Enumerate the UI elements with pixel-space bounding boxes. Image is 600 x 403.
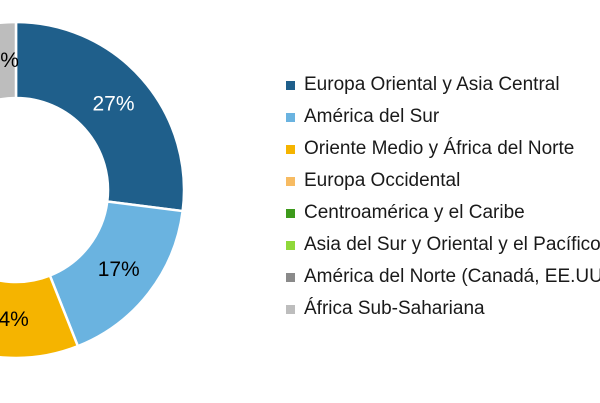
legend-swatch	[286, 304, 295, 314]
legend-item: América del Norte (Canadá, EE.UU.)	[286, 261, 600, 293]
donut-slice-2	[0, 273, 80, 360]
legend-label: América del Sur	[304, 106, 440, 127]
legend-swatch	[286, 176, 295, 186]
slice-value-label-1: 17%	[98, 258, 140, 281]
legend-item: Centroamérica y el Caribe	[286, 197, 600, 229]
legend-item: Europa Oriental y Asia Central	[286, 69, 600, 101]
legend-swatch	[286, 208, 295, 218]
chart-legend: Europa Oriental y Asia Central América de…	[286, 69, 600, 325]
legend-swatch	[286, 80, 295, 90]
legend-item: África Sub-Sahariana	[286, 293, 600, 325]
donut-slice-7	[0, 20, 18, 101]
legend-swatch	[286, 144, 295, 154]
legend-item: Oriente Medio y África del Norte	[286, 133, 600, 165]
legend-label: Europa Oriental y Asia Central	[304, 74, 560, 95]
slice-value-label-2: 14%	[0, 308, 29, 331]
legend-label: Europa Occidental	[304, 170, 461, 191]
slice-value-label-0: 27%	[92, 93, 134, 116]
legend-swatch	[286, 272, 295, 282]
legend-label: Asia del Sur y Oriental y el Pacífico	[304, 234, 600, 255]
legend-label: Centroamérica y el Caribe	[304, 202, 525, 223]
legend-swatch	[286, 112, 295, 122]
legend-label: África Sub-Sahariana	[304, 298, 485, 319]
legend-item: Asia del Sur y Oriental y el Pacífico	[286, 229, 600, 261]
donut-slice-0	[14, 20, 186, 213]
slice-value-label-7: 3%	[0, 49, 19, 72]
legend-label: Oriente Medio y África del Norte	[304, 138, 575, 159]
legend-swatch	[286, 240, 295, 250]
legend-label: América del Norte (Canadá, EE.UU.)	[304, 266, 600, 287]
legend-item: América del Sur	[286, 101, 600, 133]
legend-item: Europa Occidental	[286, 165, 600, 197]
